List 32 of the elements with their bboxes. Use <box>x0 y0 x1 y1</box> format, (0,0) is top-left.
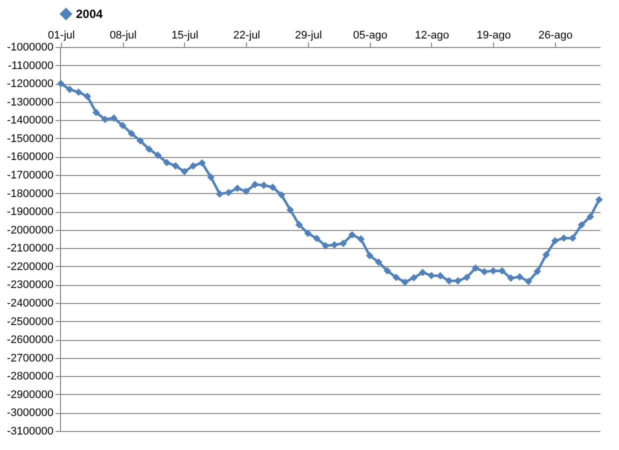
y-tick-label: -2600000 <box>7 334 54 346</box>
y-tick-label: -1700000 <box>7 170 54 182</box>
y-tick-label: -1600000 <box>7 151 54 164</box>
y-tick-label: -1900000 <box>7 206 54 218</box>
y-tick-label: -1300000 <box>7 96 54 108</box>
x-tick-label: 05-ago <box>353 30 388 42</box>
x-tick-label: 01-jul <box>48 30 75 42</box>
y-tick-label: -2500000 <box>7 316 54 328</box>
y-tick-label: -3100000 <box>7 426 54 438</box>
x-tick-label: 12-ago <box>414 30 450 42</box>
y-tick-label: -2200000 <box>7 260 54 273</box>
x-tick-label: 26-ago <box>538 30 573 42</box>
x-tick-label: 19-ago <box>476 30 511 42</box>
y-tick-label: -2300000 <box>7 279 54 292</box>
y-tick-label: -1100000 <box>8 60 54 72</box>
x-tick-label: 22-jul <box>233 30 260 42</box>
y-tick-label: -2700000 <box>7 352 54 364</box>
y-tick-label: -2900000 <box>7 388 54 401</box>
y-tick-label: -2800000 <box>7 370 54 383</box>
legend-label: 2004 <box>76 7 104 21</box>
y-tick-label: -1400000 <box>7 114 54 127</box>
x-tick-label: 15-jul <box>171 30 198 42</box>
y-tick-label: -1000000 <box>7 42 54 54</box>
y-tick-label: -2400000 <box>7 298 54 310</box>
y-tick-label: -1500000 <box>7 132 54 145</box>
x-tick-label: 08-jul <box>110 30 137 42</box>
y-tick-label: -1200000 <box>7 78 54 90</box>
y-tick-label: -1800000 <box>7 188 54 200</box>
y-tick-label: -2000000 <box>7 224 54 236</box>
x-tick-label: 29-jul <box>294 30 322 42</box>
y-tick-label: -2100000 <box>7 242 54 255</box>
y-tick-label: -3000000 <box>7 407 54 420</box>
